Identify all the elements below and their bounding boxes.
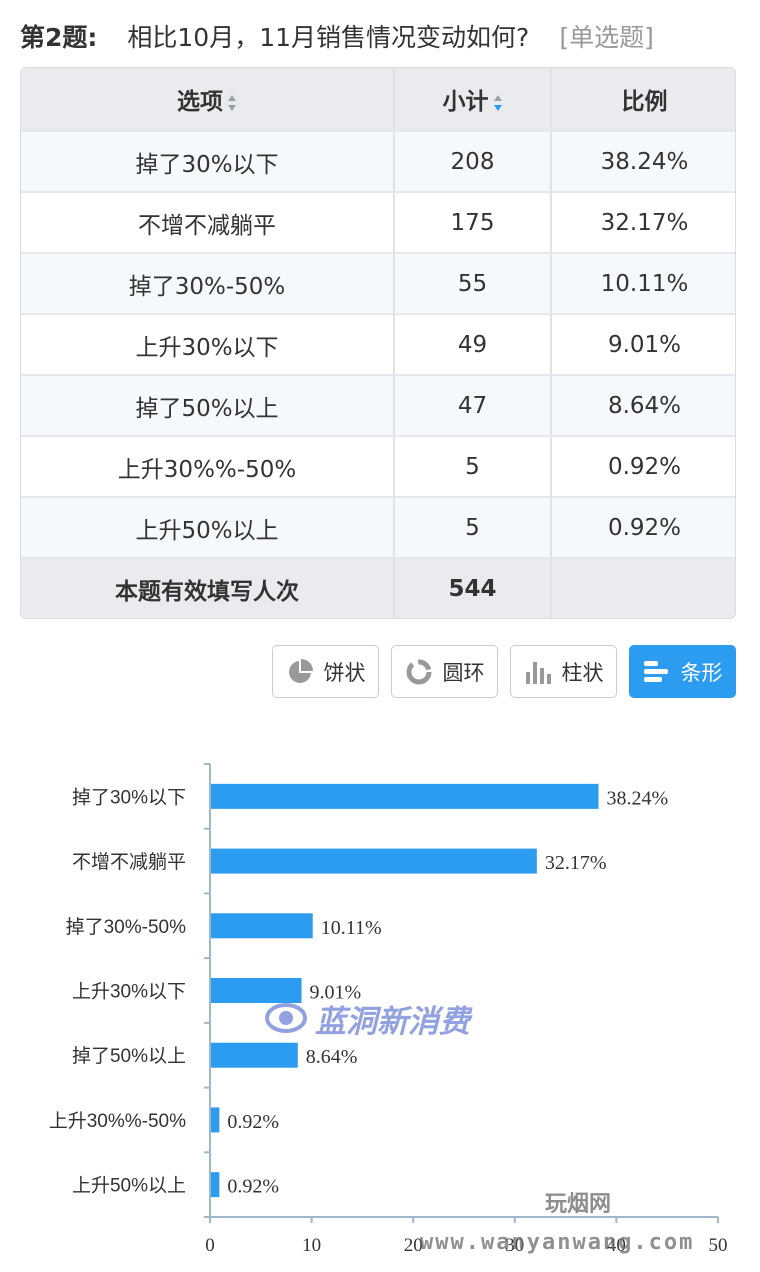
row-option: 上升30%%-50% (21, 436, 395, 498)
x-tick-label: 30 (505, 1235, 524, 1256)
header-count-label: 小计 (442, 89, 489, 115)
x-tick-label: 50 (709, 1235, 728, 1256)
category-label: 掉了30%以下 (72, 786, 186, 808)
column-chart-label: 柱状 (561, 660, 604, 685)
chart-type-switcher: 饼状 圆环 柱状 条形 (272, 645, 736, 698)
bar (211, 913, 313, 939)
table-row: 掉了30%-50% 55 10.11% (21, 253, 735, 315)
data-label: 9.01% (310, 982, 362, 1004)
bar (211, 1172, 220, 1198)
header-ratio-label: 比例 (621, 89, 668, 115)
watermark-brand: 蓝洞新消费 (265, 998, 470, 1040)
category-label: 上升30%%-50% (49, 1110, 186, 1132)
row-count: 208 (394, 131, 552, 193)
bar (211, 848, 537, 874)
bar-chart-label: 条形 (680, 660, 723, 685)
table-row: 掉了50%以上 47 8.64% (21, 375, 735, 437)
table-footer-row: 本题有效填写人次 544 (21, 558, 735, 618)
eye-logo-icon (265, 1003, 307, 1033)
category-label: 掉了30%-50% (66, 916, 186, 938)
x-tick-label: 0 (205, 1235, 215, 1256)
row-option: 不增不减躺平 (21, 192, 395, 254)
table-row: 掉了30%以下 208 38.24% (21, 131, 735, 193)
bar-chart-icon (643, 658, 671, 686)
ring-chart-button[interactable]: 圆环 (391, 645, 498, 698)
question-type: [单选题] (559, 23, 654, 52)
row-option: 掉了50%以上 (21, 375, 395, 437)
sort-icon[interactable] (227, 94, 237, 112)
ring-chart-icon (405, 658, 433, 686)
sort-desc-icon[interactable] (493, 94, 503, 112)
row-count: 5 (394, 436, 552, 498)
row-option: 掉了30%以下 (21, 131, 395, 193)
row-count: 49 (394, 314, 552, 376)
footer-count: 544 (394, 558, 552, 618)
row-ratio: 0.92% (551, 497, 735, 559)
x-tick-label: 10 (302, 1235, 321, 1256)
watermark-site-cn: 玩烟网 (545, 1192, 612, 1217)
table-row: 上升30%%-50% 5 0.92% (21, 436, 735, 498)
footer-label: 本题有效填写人次 (21, 558, 395, 618)
category-label: 掉了50%以上 (72, 1045, 186, 1067)
pie-chart-icon (286, 658, 314, 686)
category-label: 上升50%以上 (72, 1175, 186, 1197)
row-count: 5 (394, 497, 552, 559)
table-row: 不增不减躺平 175 32.17% (21, 192, 735, 254)
bar (211, 783, 599, 809)
data-label: 8.64% (306, 1046, 358, 1068)
table-row: 上升50%以上 5 0.92% (21, 497, 735, 559)
bar (211, 1042, 298, 1068)
row-ratio: 9.01% (551, 314, 735, 376)
row-ratio: 0.92% (551, 436, 735, 498)
watermark-brand-text: 蓝洞新消费 (315, 1003, 470, 1040)
row-count: 55 (394, 253, 552, 315)
data-label: 0.92% (227, 1111, 279, 1133)
bar (211, 1107, 220, 1133)
data-label: 0.92% (227, 1176, 279, 1198)
data-label: 32.17% (545, 852, 607, 874)
x-tick-label: 40 (607, 1235, 626, 1256)
question-header: 第2题: 相比10月，11月销售情况变动如何? [单选题] (20, 14, 654, 58)
header-count[interactable]: 小计 (394, 68, 552, 132)
row-ratio: 8.64% (551, 375, 735, 437)
x-tick-label: 20 (404, 1235, 423, 1256)
row-option: 上升50%以上 (21, 497, 395, 559)
ring-chart-label: 圆环 (442, 660, 485, 685)
bar-chart-svg: 掉了30%以下 38.24% 不增不减躺平 32.17% 掉了30%-50% 10.11%… (49, 763, 728, 1256)
row-count: 175 (394, 192, 552, 254)
bar (211, 978, 302, 1003)
table-row: 上升30%以下 49 9.01% (21, 314, 735, 376)
row-count: 47 (394, 375, 552, 437)
watermark-site-url: www.wanyanwang.com (420, 1230, 695, 1255)
table-header-row: 选项 小计 比例 (21, 68, 735, 132)
row-ratio: 32.17% (551, 192, 735, 254)
category-label: 不增不减躺平 (72, 851, 186, 873)
footer-ratio (551, 558, 735, 618)
category-label: 上升30%以下 (72, 981, 186, 1003)
row-option: 掉了30%-50% (21, 253, 395, 315)
row-ratio: 10.11% (551, 253, 735, 315)
pie-chart-button[interactable]: 饼状 (272, 645, 379, 698)
header-ratio: 比例 (551, 68, 735, 132)
column-chart-icon (524, 658, 552, 686)
header-option-label: 选项 (177, 89, 223, 115)
column-chart-button[interactable]: 柱状 (510, 645, 617, 698)
data-label: 10.11% (321, 917, 382, 939)
data-label: 38.24% (607, 787, 669, 809)
pie-chart-label: 饼状 (323, 660, 366, 685)
header-option[interactable]: 选项 (21, 68, 395, 132)
bar-chart: 掉了30%以下 38.24% 不增不减躺平 32.17% 掉了30%-50% 10.11%… (0, 740, 760, 1272)
question-number: 第2题: (20, 23, 98, 52)
row-ratio: 38.24% (551, 131, 735, 193)
results-table: 选项 小计 比例 掉了30%以下 208 38.24% 不增不减躺平 175 32.17%… (20, 67, 736, 619)
question-title: 相比10月，11月销售情况变动如何? (127, 23, 530, 52)
row-option: 上升30%以下 (21, 314, 395, 376)
bar-chart-button[interactable]: 条形 (629, 645, 736, 698)
